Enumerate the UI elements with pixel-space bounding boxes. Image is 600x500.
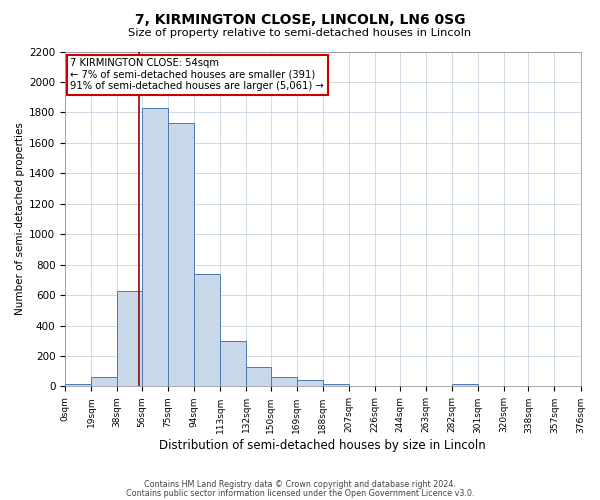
Text: 7, KIRMINGTON CLOSE, LINCOLN, LN6 0SG: 7, KIRMINGTON CLOSE, LINCOLN, LN6 0SG	[135, 12, 465, 26]
Bar	[246, 366, 271, 386]
Y-axis label: Number of semi-detached properties: Number of semi-detached properties	[15, 122, 25, 316]
Bar	[142, 108, 168, 386]
Bar	[323, 384, 349, 386]
Bar	[65, 384, 91, 386]
Text: 7 KIRMINGTON CLOSE: 54sqm
← 7% of semi-detached houses are smaller (391)
91% of : 7 KIRMINGTON CLOSE: 54sqm ← 7% of semi-d…	[70, 58, 324, 92]
Text: Contains HM Land Registry data © Crown copyright and database right 2024.: Contains HM Land Registry data © Crown c…	[144, 480, 456, 489]
Text: Contains public sector information licensed under the Open Government Licence v3: Contains public sector information licen…	[126, 488, 474, 498]
Text: Size of property relative to semi-detached houses in Lincoln: Size of property relative to semi-detach…	[128, 28, 472, 38]
Bar	[91, 378, 117, 386]
Bar	[297, 380, 323, 386]
Bar	[271, 376, 297, 386]
Bar	[194, 274, 220, 386]
X-axis label: Distribution of semi-detached houses by size in Lincoln: Distribution of semi-detached houses by …	[160, 440, 486, 452]
Bar	[117, 290, 142, 386]
Bar	[220, 341, 246, 386]
Bar	[452, 384, 478, 386]
Bar	[168, 123, 194, 386]
